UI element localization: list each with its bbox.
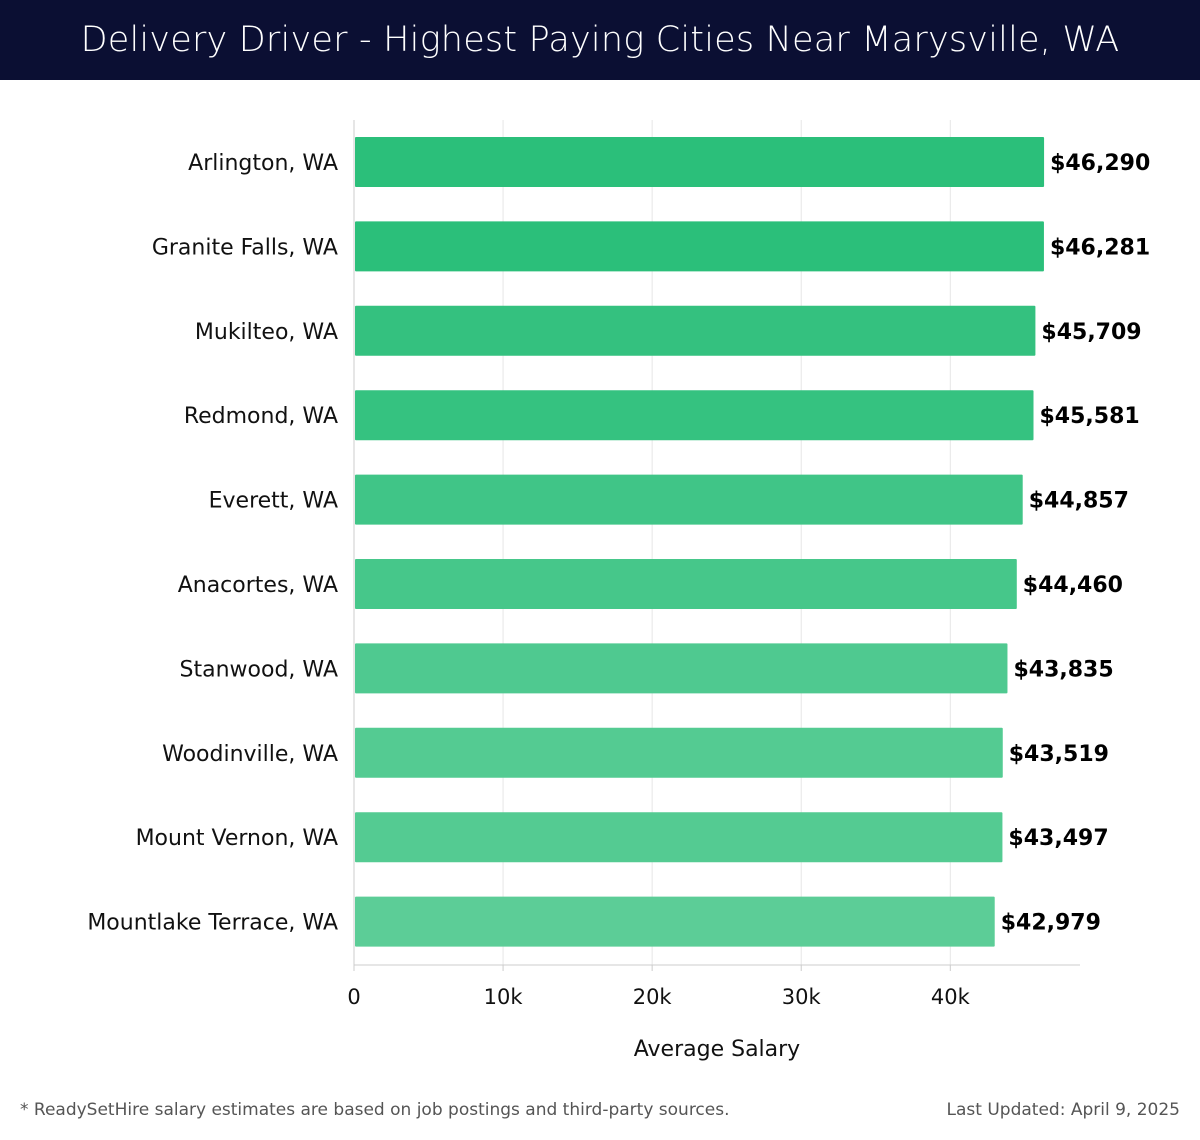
category-label: Woodinville, WA: [162, 742, 338, 767]
chart-header: Delivery Driver - Highest Paying Cities …: [0, 0, 1200, 80]
category-label: Mukilteo, WA: [195, 320, 338, 345]
bar: [355, 137, 1045, 187]
bar: [355, 390, 1034, 441]
bar-value-label: $44,857: [1029, 489, 1129, 514]
bar: [355, 305, 1036, 356]
category-label: Stanwood, WA: [180, 657, 338, 682]
bar-value-label: $43,519: [1009, 742, 1109, 767]
category-label: Everett, WA: [209, 489, 338, 514]
bar-value-label: $43,497: [1008, 826, 1108, 851]
x-tick-label: 0: [347, 985, 360, 1009]
bar: [355, 727, 1003, 778]
x-tick-label: 20k: [633, 985, 673, 1009]
x-tick-label: 40k: [931, 985, 971, 1009]
bar-value-label: $42,979: [1001, 911, 1101, 936]
category-label: Arlington, WA: [188, 151, 338, 176]
bar: [355, 221, 1044, 272]
category-label: Mountlake Terrace, WA: [87, 911, 338, 936]
footer-note: * ReadySetHire salary estimates are base…: [20, 1100, 730, 1120]
x-tick-label: 10k: [484, 985, 524, 1009]
x-axis-title: Average Salary: [634, 1037, 800, 1062]
bar: [355, 474, 1023, 525]
category-label: Mount Vernon, WA: [136, 826, 338, 851]
category-label: Anacortes, WA: [178, 573, 338, 598]
category-label: Granite Falls, WA: [152, 235, 338, 260]
x-tick-label: 30k: [782, 985, 822, 1009]
bar: [355, 896, 995, 947]
bar: [355, 643, 1008, 694]
bar-value-label: $45,581: [1040, 404, 1140, 429]
chart-title: Delivery Driver - Highest Paying Cities …: [80, 20, 1120, 60]
bar: [355, 559, 1017, 609]
bar-value-label: $44,460: [1023, 573, 1123, 598]
last-updated: Last Updated: April 9, 2025: [946, 1100, 1180, 1120]
bar-value-label: $46,281: [1050, 235, 1150, 260]
category-label: Redmond, WA: [184, 404, 338, 429]
bar-value-label: $46,290: [1050, 151, 1150, 176]
bar: [355, 812, 1003, 863]
bar-value-label: $43,835: [1013, 657, 1113, 682]
bar-chart: 0 10k 20k 30k 40k Average Salary Arlington, WA…: [87, 120, 1150, 1062]
bar-value-label: $45,709: [1041, 320, 1141, 345]
